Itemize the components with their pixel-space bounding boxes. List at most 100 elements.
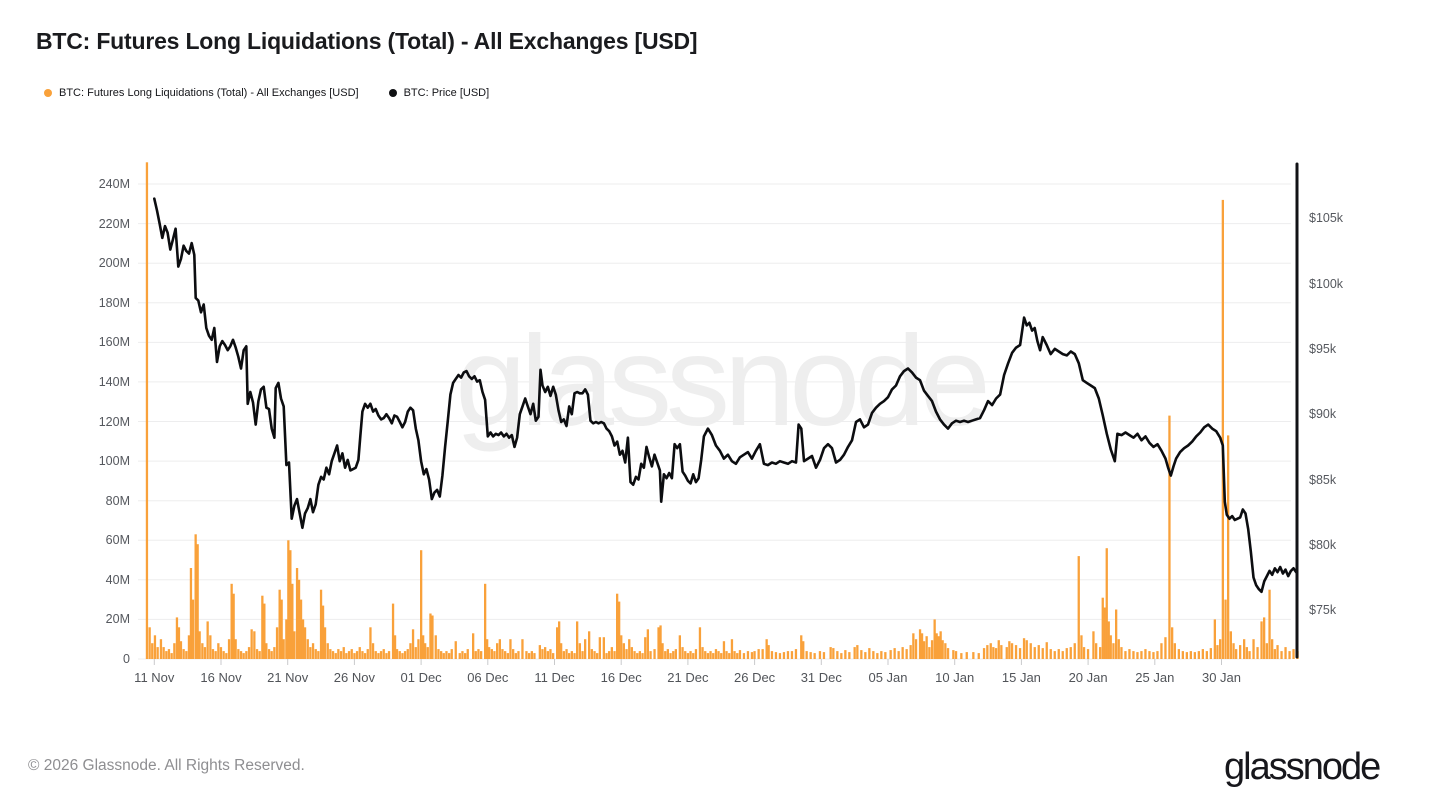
liquidation-bar	[602, 637, 605, 659]
liquidation-bar	[358, 647, 361, 659]
liquidation-bar	[641, 653, 644, 659]
liquidation-bar	[664, 651, 667, 659]
liquidation-bar	[265, 643, 268, 659]
liquidation-bar	[369, 627, 372, 659]
legend-dot-price-icon	[388, 89, 397, 97]
liquidation-bar	[920, 633, 924, 659]
liquidation-bar	[267, 649, 271, 659]
liquidation-bar	[291, 583, 294, 659]
legend-label-liquidations: BTC: Futures Long Liquidations (Total) -…	[59, 87, 359, 99]
liquidation-bar	[1193, 652, 1196, 659]
liquidation-bar	[864, 652, 867, 659]
liquidation-bar	[1025, 640, 1028, 659]
liquidation-bar	[319, 589, 323, 659]
liquidation-bar	[717, 651, 720, 659]
legend-item-price[interactable]: BTC: Price [USD]	[388, 87, 489, 99]
liquidation-bar	[1173, 643, 1176, 659]
liquidation-bar	[445, 651, 448, 659]
liquidation-bar	[1243, 639, 1246, 659]
liquidation-bar	[725, 651, 728, 659]
liquidation-bar	[1229, 631, 1232, 659]
liquidation-bar	[1049, 649, 1052, 659]
x-tick-label-26-dec: 26 Dec	[733, 670, 776, 685]
liquidation-bar	[790, 651, 794, 659]
liquidation-bar	[1109, 635, 1112, 659]
left-axis-label-200M: 200M	[98, 256, 130, 271]
liquidation-bar	[490, 649, 493, 659]
liquidation-bar	[818, 651, 822, 659]
liquidation-bar	[458, 653, 461, 659]
liquidation-bar	[1080, 635, 1083, 659]
liquidation-bar	[712, 653, 715, 659]
liquidation-bar	[1224, 599, 1227, 659]
liquidation-bar	[175, 617, 179, 659]
liquidation-bar	[528, 653, 531, 659]
liquidation-bar	[194, 534, 197, 659]
liquidation-bar	[840, 653, 843, 659]
liquidation-bar	[549, 649, 552, 659]
liquidation-bar	[159, 639, 163, 659]
liquidation-bar	[285, 619, 288, 659]
liquidation-bar	[1239, 645, 1242, 659]
liquidation-bar	[289, 550, 292, 659]
liquidation-bar	[493, 651, 496, 659]
liquidation-bar	[646, 629, 649, 659]
liquidation-bar	[578, 643, 581, 659]
liquidation-bar	[409, 643, 412, 659]
left-axis-label-40M: 40M	[105, 572, 130, 587]
left-axis-label-100M: 100M	[98, 454, 130, 469]
liquidation-bar	[355, 651, 359, 659]
liquidation-bar	[1209, 648, 1212, 659]
liquidation-bar	[730, 639, 734, 659]
liquidation-bar	[678, 635, 681, 659]
liquidation-bar	[692, 653, 695, 659]
liquidation-bar	[239, 651, 243, 659]
liquidation-bar	[326, 643, 329, 659]
liquidation-bar	[853, 647, 856, 659]
liquidation-bar	[1292, 649, 1295, 659]
liquidation-bar	[689, 651, 692, 659]
liquidation-bar	[420, 550, 423, 659]
liquidation-bar	[1018, 648, 1022, 659]
liquidation-bar	[1271, 639, 1274, 659]
liquidation-bar	[992, 647, 995, 659]
liquidation-bar	[1245, 647, 1248, 659]
liquidation-bar	[809, 652, 812, 659]
liquidation-bar	[977, 653, 980, 659]
liquidation-bar	[914, 639, 918, 659]
liquidation-bar	[560, 643, 563, 659]
liquidation-bar	[568, 653, 571, 659]
liquidation-bar	[227, 639, 231, 659]
liquidation-bar	[379, 651, 383, 659]
liquidation-bar	[1288, 651, 1291, 659]
liquidation-bar	[659, 625, 662, 659]
liquidation-bar	[431, 615, 434, 659]
liquidation-bar	[148, 627, 151, 659]
liquidation-bar	[512, 649, 515, 659]
liquidation-bar	[203, 647, 207, 659]
liquidation-bar	[558, 621, 561, 659]
liquidation-bar	[701, 647, 704, 659]
liquidation-bar	[339, 651, 343, 659]
liquidation-bar	[709, 651, 712, 659]
x-tick-label-16-dec: 16 Dec	[600, 670, 642, 685]
liquidation-bar	[477, 649, 480, 659]
liquidation-bar	[844, 650, 847, 659]
legend-item-liquidations[interactable]: BTC: Futures Long Liquidations (Total) -…	[44, 87, 359, 99]
left-axis-label-220M: 220M	[98, 216, 130, 231]
liquidation-bar	[401, 653, 404, 659]
price-line	[153, 197, 1298, 594]
liquidation-bar	[1227, 435, 1230, 659]
right-axis-label-$105k: $105k	[1309, 211, 1344, 226]
liquidation-bar	[674, 649, 677, 659]
liquidation-bar	[684, 651, 687, 659]
liquidation-bar	[255, 649, 259, 659]
liquidation-bar	[156, 647, 159, 659]
liquidation-bar	[506, 653, 509, 659]
liquidation-bar	[1095, 643, 1098, 659]
liquidation-bar	[361, 651, 364, 659]
right-axis-label-$90k: $90k	[1309, 407, 1337, 422]
liquidation-bar	[765, 639, 768, 659]
liquidation-bar	[884, 652, 887, 659]
